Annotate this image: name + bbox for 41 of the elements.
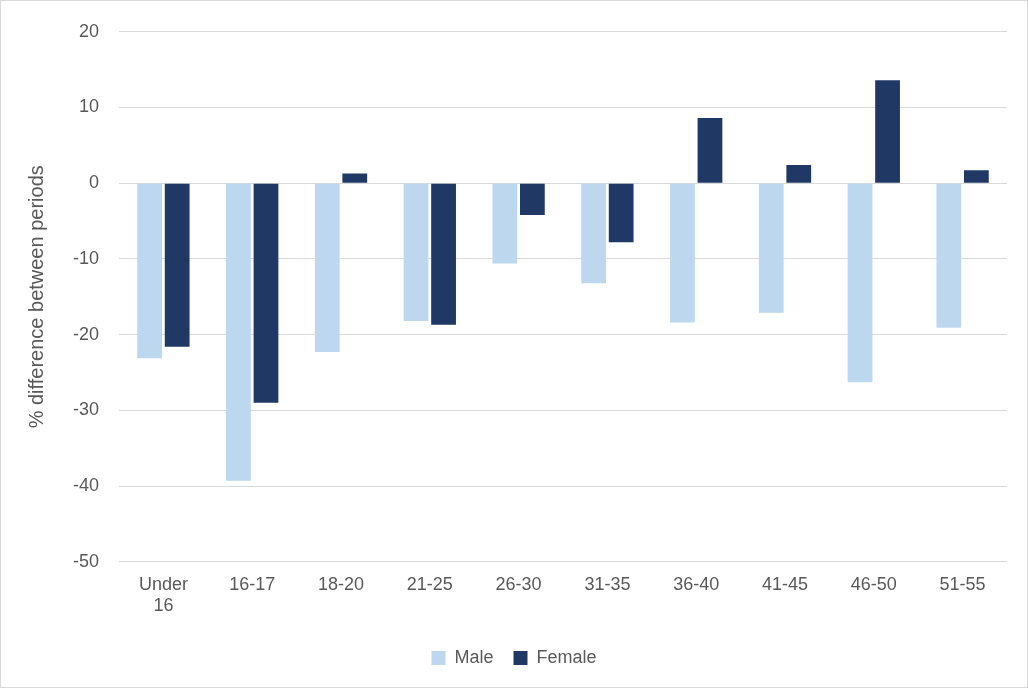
bar bbox=[342, 173, 368, 183]
bar bbox=[758, 183, 784, 313]
y-tick-label: -20 bbox=[73, 323, 100, 344]
x-tick-label: 46-50 bbox=[850, 573, 897, 594]
bar bbox=[963, 170, 989, 183]
y-tick-label: -30 bbox=[73, 399, 100, 420]
bar bbox=[786, 165, 812, 183]
x-tick-label: 18-20 bbox=[317, 573, 365, 594]
bar bbox=[581, 183, 607, 284]
bar bbox=[164, 183, 190, 347]
y-tick-label: 10 bbox=[78, 96, 100, 117]
y-tick-label: -50 bbox=[73, 550, 100, 571]
bar bbox=[847, 183, 873, 383]
bar bbox=[608, 183, 634, 243]
x-tick-label: 16-17 bbox=[229, 573, 276, 594]
y-tick-label: 20 bbox=[78, 20, 100, 41]
x-tick-label: 26-30 bbox=[495, 573, 542, 594]
x-tick-label: 21-25 bbox=[406, 573, 453, 594]
y-tick-label: -40 bbox=[73, 475, 100, 496]
bar bbox=[697, 118, 723, 183]
x-tick-label: Under 16 bbox=[138, 573, 188, 616]
y-tick-label: -10 bbox=[73, 247, 100, 268]
x-tick-label: 36-40 bbox=[673, 573, 720, 594]
legend-label: Female bbox=[536, 646, 597, 667]
x-tick-label: 31-35 bbox=[584, 573, 631, 594]
bar bbox=[875, 80, 900, 183]
x-tick-label: 41-45 bbox=[761, 573, 809, 594]
bar bbox=[137, 183, 163, 359]
bar bbox=[936, 183, 962, 328]
bar bbox=[314, 183, 340, 353]
bar bbox=[226, 183, 251, 481]
bar bbox=[670, 183, 695, 323]
y-axis-title: % difference between periods bbox=[24, 165, 47, 429]
bar bbox=[253, 183, 279, 403]
bar bbox=[519, 183, 545, 216]
x-tick-label: 51-55 bbox=[939, 573, 986, 594]
bar bbox=[492, 183, 518, 264]
y-tick-label: 0 bbox=[89, 172, 100, 193]
bar bbox=[431, 183, 456, 325]
bar bbox=[403, 183, 429, 322]
legend-label: Male bbox=[454, 646, 494, 667]
